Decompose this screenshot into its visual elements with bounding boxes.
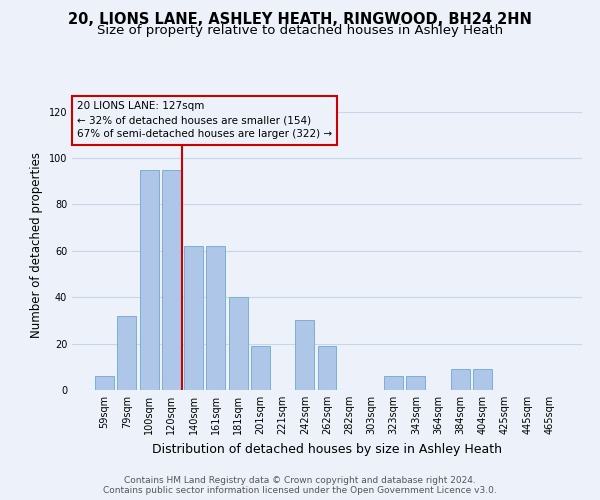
Text: 20 LIONS LANE: 127sqm
← 32% of detached houses are smaller (154)
67% of semi-det: 20 LIONS LANE: 127sqm ← 32% of detached … (77, 102, 332, 140)
Bar (184, 246, 203, 390)
Bar (384, 376, 403, 390)
Y-axis label: Number of detached properties: Number of detached properties (30, 152, 43, 338)
Bar (473, 369, 492, 390)
Text: 20, LIONS LANE, ASHLEY HEATH, RINGWOOD, BH24 2HN: 20, LIONS LANE, ASHLEY HEATH, RINGWOOD, … (68, 12, 532, 28)
Bar (162, 170, 181, 390)
Text: Contains public sector information licensed under the Open Government Licence v3: Contains public sector information licen… (103, 486, 497, 495)
Bar (317, 346, 337, 390)
Bar (451, 369, 470, 390)
Bar (406, 376, 425, 390)
Bar (295, 320, 314, 390)
Bar (206, 246, 225, 390)
Bar (251, 346, 270, 390)
X-axis label: Distribution of detached houses by size in Ashley Heath: Distribution of detached houses by size … (152, 442, 502, 456)
Bar (140, 170, 158, 390)
Text: Size of property relative to detached houses in Ashley Heath: Size of property relative to detached ho… (97, 24, 503, 37)
Bar (118, 316, 136, 390)
Bar (229, 297, 248, 390)
Bar (95, 376, 114, 390)
Text: Contains HM Land Registry data © Crown copyright and database right 2024.: Contains HM Land Registry data © Crown c… (124, 476, 476, 485)
